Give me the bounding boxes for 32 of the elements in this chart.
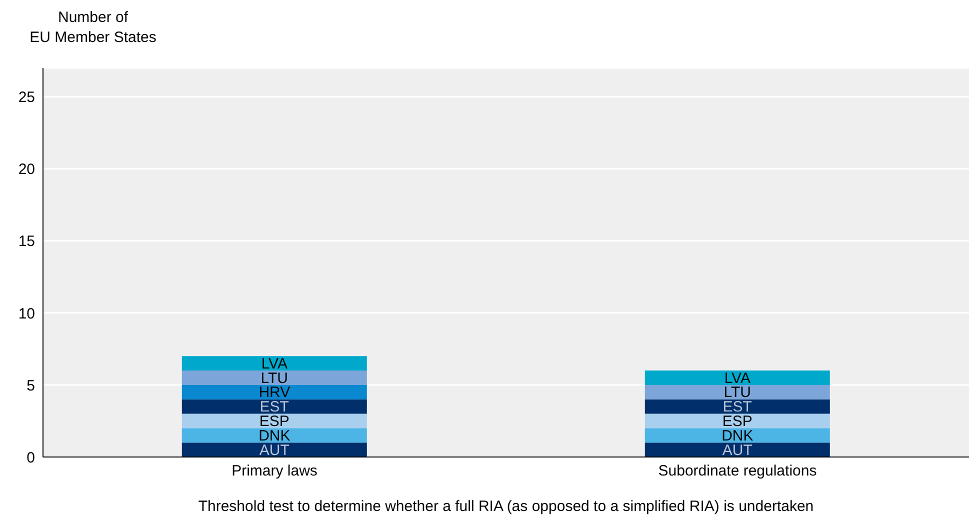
bar <box>182 428 367 443</box>
y-tick-label: 10 <box>18 305 35 322</box>
text: LVA <box>261 355 288 372</box>
text: LTU <box>724 384 752 402</box>
series-label: LTU <box>260 370 288 387</box>
y-tick-label: 25 <box>18 89 35 106</box>
y-tick-label: 5 <box>26 377 35 394</box>
bar <box>182 384 367 400</box>
bar <box>644 442 830 457</box>
y-axis-title: Number of EU Member States <box>28 8 158 48</box>
bar <box>182 414 367 428</box>
bar <box>182 399 367 414</box>
x-axis-title: Threshold test to determine whether a full RIA (as opposed to a simplified RIA) is undertaken <box>198 498 814 515</box>
bar <box>644 414 830 428</box>
bar <box>644 370 830 385</box>
x-tick-label: Primary laws <box>232 462 318 480</box>
y-tick-label: 20 <box>18 161 35 178</box>
bar <box>644 399 830 414</box>
series-label: HRV <box>258 384 290 402</box>
x-tick-label: Subordinate regulations <box>658 462 817 480</box>
text: DNK <box>722 427 754 444</box>
bar <box>182 442 367 457</box>
y-tick-label: 15 <box>18 233 35 250</box>
series-label: AUT <box>259 442 290 459</box>
bar <box>644 384 830 400</box>
y-tick-label: 0 <box>26 449 35 466</box>
text: AUT <box>722 442 752 459</box>
series-label: DNK <box>258 427 290 444</box>
series-label: LVA <box>724 370 750 387</box>
bar <box>182 356 367 371</box>
bar <box>644 428 830 443</box>
bar <box>182 370 367 385</box>
